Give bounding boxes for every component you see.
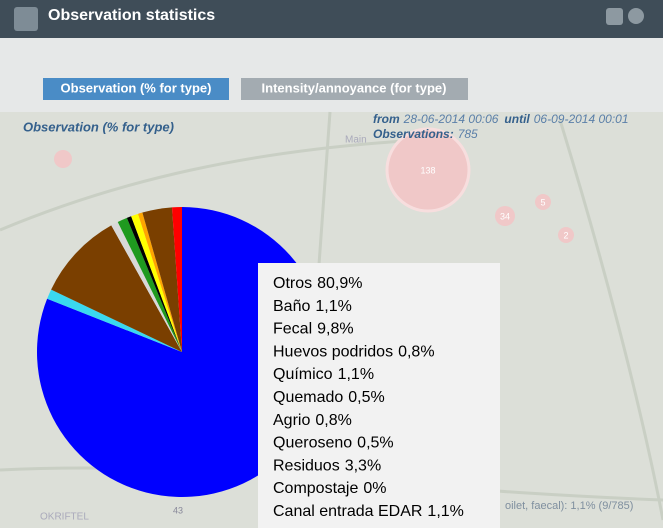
minimize-button[interactable]: [606, 8, 623, 25]
legend-value: 3,3%: [345, 458, 381, 475]
pie-slice: [111, 222, 182, 352]
close-button[interactable]: [628, 8, 644, 24]
info-line: Observations: 785: [373, 127, 478, 141]
pie-slice: [126, 216, 182, 352]
legend-name: Otros: [273, 275, 312, 292]
pie-slice: [131, 213, 182, 352]
legend-value: 80,9%: [317, 275, 362, 292]
tab-label: Observation (% for type): [61, 80, 212, 95]
legend-entry: Queroseno 0,5%: [273, 435, 394, 452]
legend-value: 0,8%: [398, 344, 434, 361]
legend-name: Huevos podridos: [273, 344, 393, 361]
legend-entry: Agrio 0,8%: [273, 412, 352, 429]
info-value: 28-06-2014 00:06: [403, 112, 499, 126]
legend-name: Canal entrada EDAR: [273, 503, 422, 520]
legend-name: Baño: [273, 298, 310, 315]
legend-name: Químico: [273, 366, 333, 383]
info-value: 785: [458, 127, 478, 141]
map-cluster[interactable]: [495, 206, 515, 226]
legend-value: 0,8%: [315, 412, 351, 429]
map-cluster[interactable]: [558, 227, 574, 243]
legend-entry: Canal entrada EDAR 1,1%: [273, 503, 464, 520]
pie-slice: [138, 212, 182, 352]
legend-value: 9,8%: [317, 321, 353, 338]
pie-slice: [142, 207, 182, 352]
legend-value: 1,1%: [427, 503, 463, 520]
tab-active[interactable]: [43, 78, 229, 100]
legend-value: 1,1%: [338, 366, 374, 383]
legend-entry: Residuos 3,3%: [273, 458, 381, 475]
info-key: from: [373, 112, 400, 126]
legend-entry: Baño 1,1%: [273, 298, 352, 315]
legend-name: Residuos: [273, 458, 340, 475]
info-value: 06-09-2014 00:01: [534, 112, 629, 126]
map-cluster[interactable]: [535, 194, 551, 210]
pie-slice: [171, 207, 182, 352]
legend-entry: Químico 1,1%: [273, 366, 374, 383]
legend-name: Fecal: [273, 321, 312, 338]
window-icon: [14, 7, 38, 31]
pie-slice: [47, 289, 183, 352]
map-cluster[interactable]: [54, 150, 72, 168]
legend-name: Compostaje: [273, 480, 358, 497]
legend-value: 1,1%: [315, 298, 351, 315]
map-fragment: oilet, faecal): 1,1% (9/785): [505, 500, 633, 512]
pie-slice: [51, 225, 183, 352]
legend-entry: Quemado 0,5%: [273, 389, 385, 406]
info-line: from 28-06-2014 00:06 until 06-09-2014 00:0…: [373, 112, 629, 126]
window-title: Observation statistics: [48, 7, 215, 24]
legend-box: [258, 263, 500, 528]
info-key: until: [504, 112, 530, 126]
legend-entry: Fecal 9,8%: [273, 321, 354, 338]
legend-value: 0%: [363, 480, 386, 497]
chart-title: Observation (% for type): [23, 119, 174, 134]
pie-slice: [36, 207, 327, 497]
tab-label: Intensity/annoyance (for type): [262, 80, 447, 95]
legend-entry: Huevos podridos 0,8%: [273, 344, 435, 361]
legend-name: Quemado: [273, 389, 343, 406]
map-label: Main: [345, 135, 367, 146]
map-label: OKRIFTEL: [40, 512, 89, 523]
title-bar: [0, 0, 663, 38]
legend-value: 0,5%: [357, 435, 393, 452]
map-cluster[interactable]: [385, 127, 471, 213]
pie-slice: [117, 217, 182, 352]
legend-name: Queroseno: [273, 435, 352, 452]
map-label: 2: [563, 230, 568, 240]
map-label: 34: [500, 211, 510, 221]
map-label: 138: [420, 165, 435, 175]
legend-name: Agrio: [273, 412, 310, 429]
map-label: 43: [173, 505, 183, 515]
legend-value: 0,5%: [348, 389, 384, 406]
map-label: 5: [540, 197, 545, 207]
tab-inactive[interactable]: [241, 78, 468, 100]
info-key: Observations:: [373, 127, 454, 141]
legend-entry: Otros 80,9%: [273, 275, 363, 292]
legend-entry: Compostaje 0%: [273, 480, 387, 497]
